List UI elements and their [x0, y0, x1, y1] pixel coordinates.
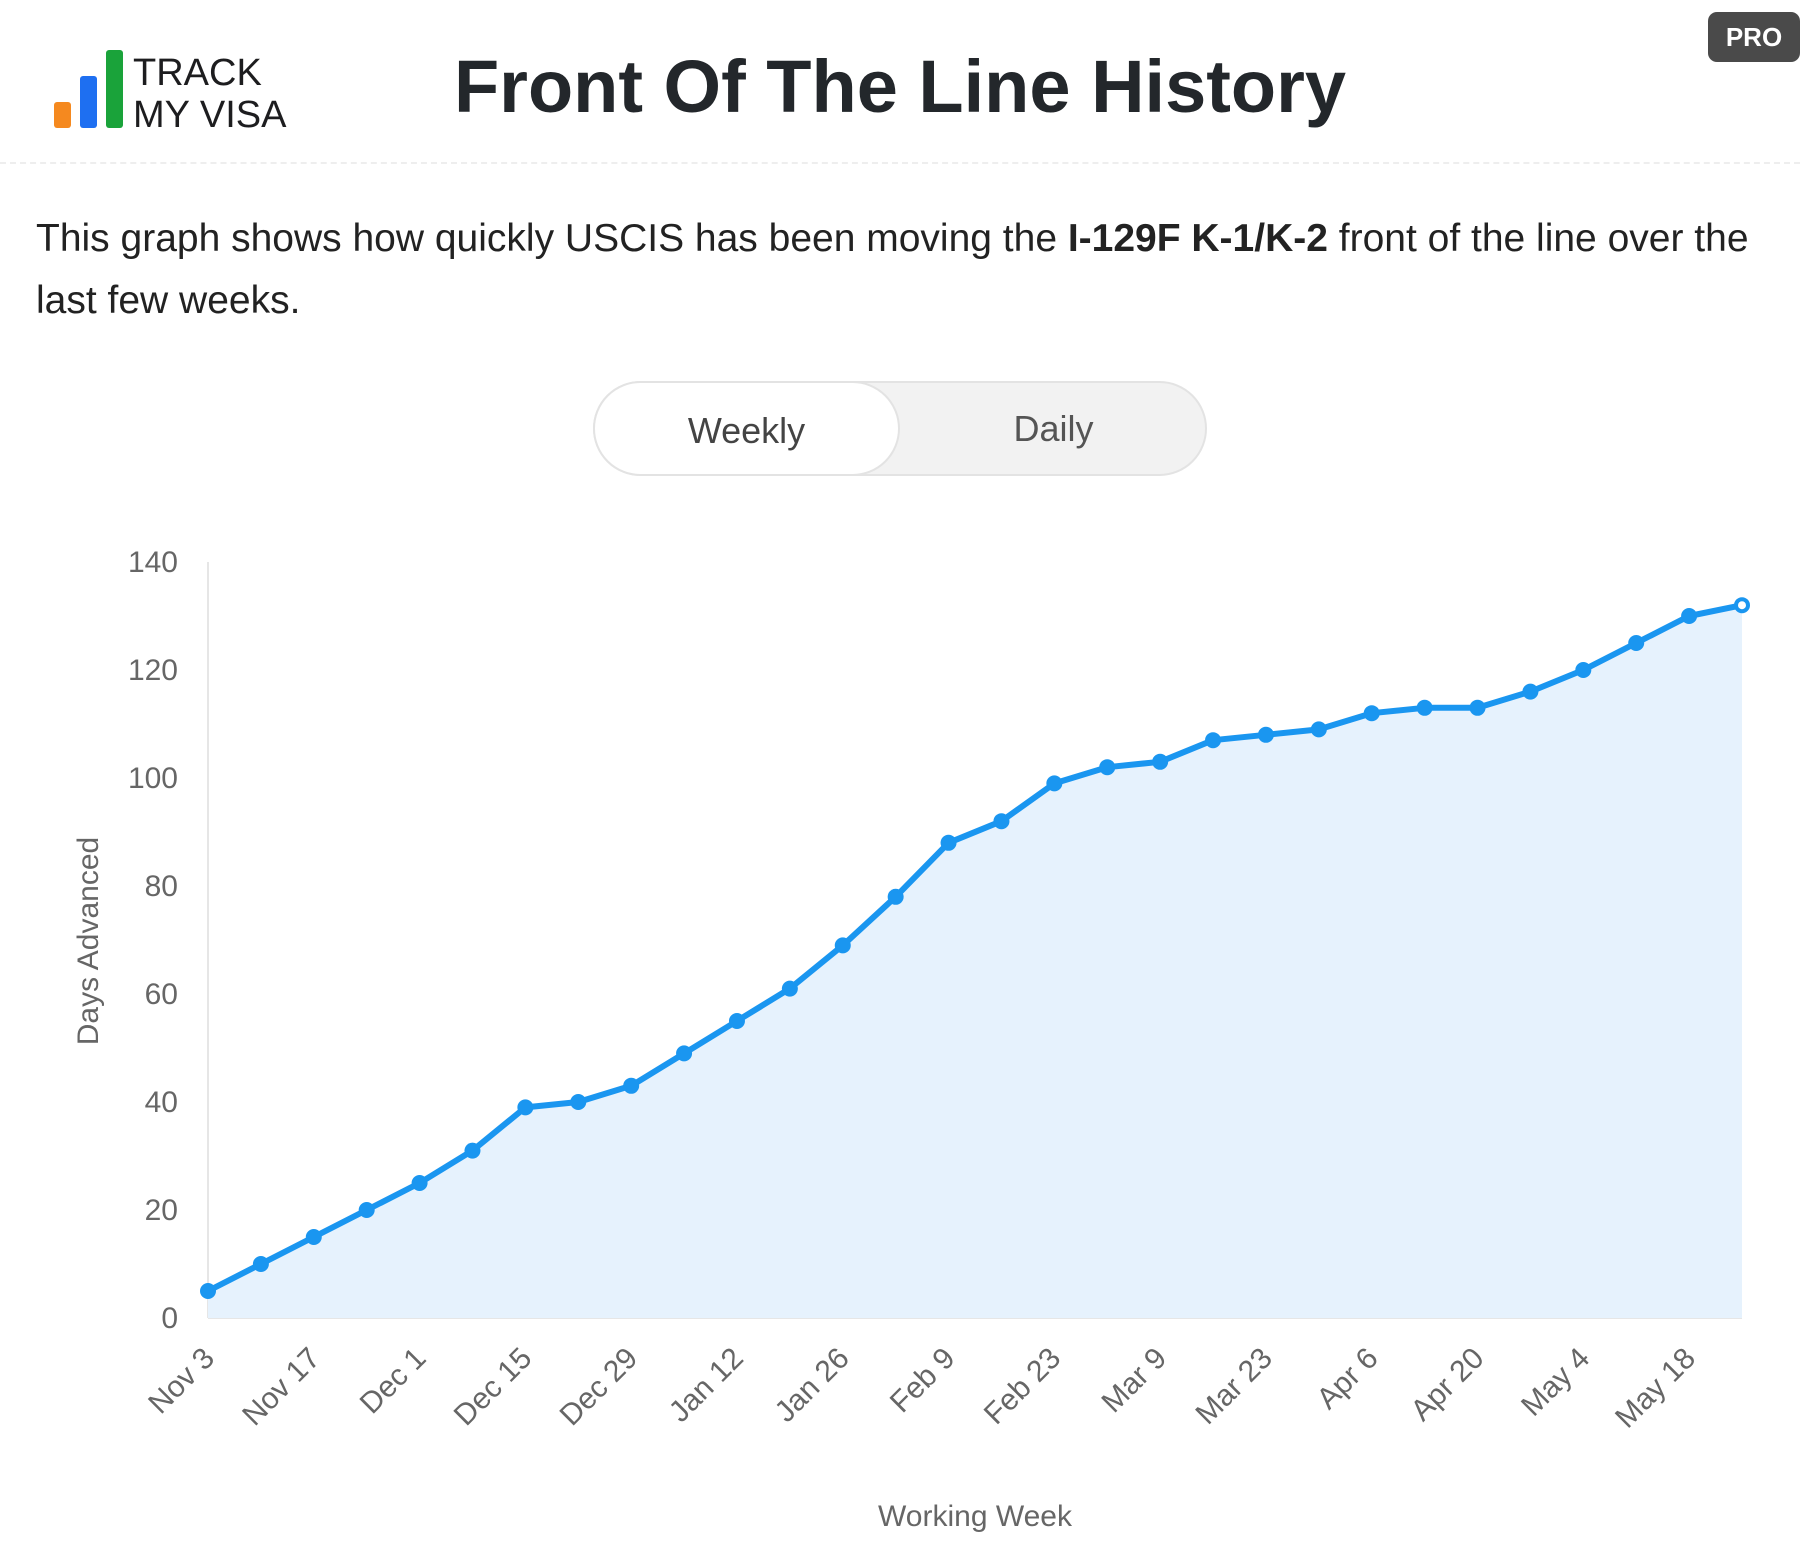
desc-text: This graph shows how quickly USCIS has b… — [36, 217, 1068, 260]
point — [1469, 699, 1486, 716]
point — [623, 1077, 640, 1094]
point — [252, 1256, 269, 1272]
point — [517, 1099, 534, 1116]
x-tick-label: Jan 12 — [663, 1342, 750, 1429]
point — [1152, 753, 1169, 770]
x-tick-label: Feb 23 — [978, 1342, 1067, 1431]
point — [940, 834, 957, 851]
point — [676, 1045, 693, 1062]
pro-badge[interactable]: PRO — [1708, 12, 1800, 62]
point — [464, 1142, 481, 1159]
point — [1046, 775, 1063, 792]
desc-text: front of the line over the last few week… — [36, 217, 1749, 322]
x-tick-label: Mar 23 — [1190, 1342, 1279, 1431]
point — [1205, 732, 1222, 749]
point — [358, 1202, 375, 1218]
line — [206, 602, 1743, 1294]
y-tick-label: 140 — [128, 546, 178, 579]
point — [993, 813, 1010, 830]
x-tick-label: Jan 26 — [769, 1342, 856, 1429]
point — [1416, 699, 1433, 716]
page-title: Front Of The Line History — [0, 44, 1800, 129]
point — [1310, 721, 1327, 738]
point — [887, 888, 904, 905]
x-tick-label: Nov 17 — [236, 1342, 327, 1433]
point — [411, 1175, 428, 1191]
y-tick-label: 20 — [145, 1194, 178, 1227]
x-tick-label: Mar 9 — [1096, 1342, 1174, 1420]
point — [728, 1013, 745, 1029]
y-tick-label: 120 — [128, 654, 178, 687]
x-tick-label: Dec 1 — [354, 1342, 433, 1421]
point — [834, 937, 851, 954]
point — [1575, 662, 1592, 678]
point — [200, 1283, 216, 1299]
logo-text: TRACK MY VISA — [133, 52, 286, 136]
point — [1681, 608, 1698, 624]
y-tick-label: 60 — [145, 978, 178, 1011]
point — [305, 1229, 322, 1245]
logo-bar — [106, 50, 123, 128]
x-tick-label: Nov 3 — [142, 1342, 221, 1421]
x-tick-label: Dec 29 — [554, 1342, 645, 1433]
point — [781, 980, 798, 997]
y-axis-title: Days Advanced — [72, 837, 105, 1045]
desc-bold: I-129F K-1/K-2 — [1067, 217, 1328, 260]
x-tick-label: Feb 9 — [884, 1342, 962, 1420]
area — [208, 605, 1742, 1318]
point — [1099, 759, 1116, 776]
x-tick-label: May 18 — [1609, 1342, 1702, 1435]
x-axis-title: Working Week — [878, 1500, 1073, 1533]
logo-line: MY VISA — [133, 94, 287, 136]
toggle-option[interactable]: Daily — [1013, 408, 1094, 449]
y-tick-label: 0 — [161, 1302, 178, 1335]
point — [570, 1094, 587, 1110]
toggle-option[interactable]: Weekly — [593, 381, 900, 476]
point — [1522, 683, 1539, 700]
y-tick-label: 40 — [145, 1086, 178, 1119]
description: This graph shows how quickly USCIS has b… — [36, 208, 1756, 332]
logo-icon — [54, 50, 123, 128]
y-tick-label: 80 — [145, 870, 178, 903]
title-text: Front Of The Line History — [453, 45, 1347, 128]
point — [1628, 635, 1645, 651]
logo-bar — [54, 102, 71, 128]
logo-line: TRACK — [133, 52, 262, 94]
logo-bar — [80, 76, 97, 128]
point — [1363, 705, 1380, 722]
separator — [0, 162, 1800, 164]
view-toggle: Weekly Daily — [593, 381, 1207, 476]
x-tick-label: May 4 — [1515, 1342, 1596, 1423]
y-tick-label: 100 — [128, 762, 178, 795]
point — [1257, 726, 1274, 743]
x-tick-label: Dec 15 — [448, 1342, 539, 1433]
x-tick-label: Apr 20 — [1405, 1342, 1491, 1428]
x-tick-label: Apr 6 — [1311, 1342, 1385, 1416]
point — [1734, 597, 1750, 614]
